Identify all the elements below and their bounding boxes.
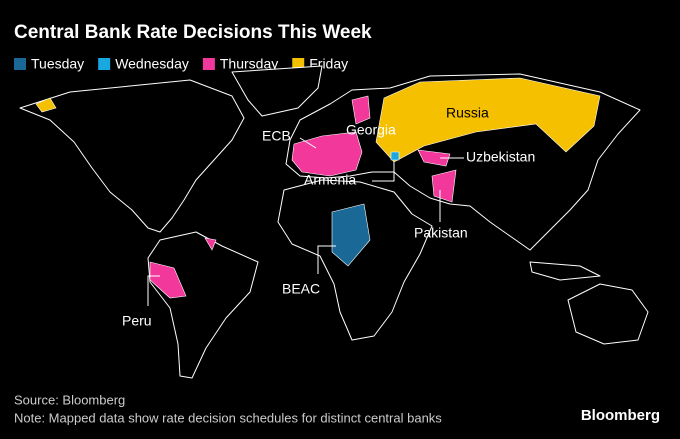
alaska-region <box>35 97 57 113</box>
world-map <box>19 65 649 379</box>
legend-label: Thursday <box>220 56 278 72</box>
source: Source: Bloomberg <box>14 392 125 407</box>
map-label: Uzbekistan <box>466 149 535 165</box>
indonesia <box>529 261 601 281</box>
leader-line <box>147 275 160 306</box>
australia <box>567 283 649 345</box>
north-america <box>19 79 245 233</box>
pakistan-region <box>431 169 457 203</box>
map-label: Georgia <box>346 122 396 138</box>
leader-line <box>317 245 336 274</box>
brand: Bloomberg <box>581 407 660 424</box>
map-label: ECB <box>262 128 291 144</box>
map-label: BEAC <box>282 281 320 297</box>
europe-region <box>291 131 363 177</box>
legend-label: Wednesday <box>115 56 189 72</box>
greenland <box>231 65 323 117</box>
map-label: Armenia <box>304 172 356 188</box>
uzbekistan-region <box>417 149 451 167</box>
title: Central Bank Rate Decisions This Week <box>14 22 372 43</box>
legend: Tuesday Wednesday Thursday Friday <box>14 56 348 72</box>
leader-line <box>372 162 395 182</box>
legend-swatch <box>202 58 215 70</box>
leader-line <box>299 137 317 149</box>
armenia-region <box>390 151 400 161</box>
beac-region <box>331 203 371 267</box>
guyana-region <box>204 237 217 251</box>
legend-label: Tuesday <box>31 56 84 72</box>
map-label: Peru <box>122 313 152 329</box>
note: Note: Mapped data show rate decision sch… <box>14 410 442 425</box>
map-label: Russia <box>446 105 489 121</box>
legend-swatch <box>14 58 26 70</box>
africa <box>277 179 433 341</box>
peru-region <box>149 261 187 299</box>
legend-swatch <box>98 58 111 70</box>
south-america <box>147 231 259 379</box>
finland-region <box>351 95 371 125</box>
map-label: Pakistan <box>414 225 468 241</box>
